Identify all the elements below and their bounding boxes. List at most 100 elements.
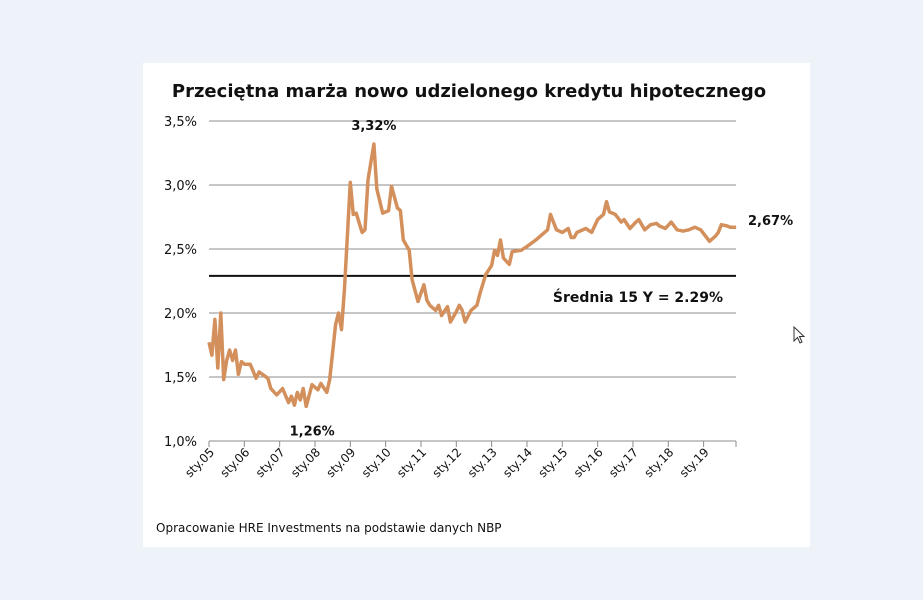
data-point bbox=[220, 312, 222, 314]
data-point bbox=[338, 312, 340, 314]
data-point bbox=[229, 349, 231, 351]
annotation-min: 1,26% bbox=[290, 425, 335, 440]
data-point bbox=[461, 309, 463, 311]
data-point bbox=[508, 263, 510, 265]
data-point bbox=[638, 219, 640, 221]
data-point bbox=[270, 388, 272, 390]
data-point bbox=[335, 324, 337, 326]
data-point bbox=[700, 229, 702, 231]
data-point bbox=[476, 304, 478, 306]
annotation-max: 3,32% bbox=[351, 119, 396, 134]
data-point bbox=[293, 404, 295, 406]
x-tick-label: sty.10 bbox=[359, 445, 394, 480]
data-point bbox=[573, 236, 575, 238]
data-point bbox=[650, 224, 652, 226]
data-point bbox=[658, 225, 660, 227]
data-point bbox=[656, 222, 658, 224]
data-point bbox=[541, 234, 543, 236]
data-point bbox=[352, 213, 354, 215]
y-tick-label: 1,0% bbox=[164, 435, 197, 450]
data-point bbox=[349, 181, 351, 183]
data-point bbox=[597, 219, 599, 221]
x-tick-label: sty.12 bbox=[429, 445, 464, 480]
data-point bbox=[391, 185, 393, 187]
data-point bbox=[694, 226, 696, 228]
data-point bbox=[449, 321, 451, 323]
data-point bbox=[267, 377, 269, 379]
data-point bbox=[499, 239, 501, 241]
data-point bbox=[470, 309, 472, 311]
data-point bbox=[494, 249, 496, 251]
data-point bbox=[497, 254, 499, 256]
data-point bbox=[258, 371, 260, 373]
data-point bbox=[373, 143, 375, 145]
data-point bbox=[320, 382, 322, 384]
data-point bbox=[479, 293, 481, 295]
data-point bbox=[547, 229, 549, 231]
data-point bbox=[417, 300, 419, 302]
data-point bbox=[714, 235, 716, 237]
data-point bbox=[217, 367, 219, 369]
data-point bbox=[485, 274, 487, 276]
average-label: Średnia 15 Y = 2.29% bbox=[553, 288, 723, 306]
data-point bbox=[585, 228, 587, 230]
data-point bbox=[287, 402, 289, 404]
data-point bbox=[411, 279, 413, 281]
data-point bbox=[629, 228, 631, 230]
x-tick-label: sty.19 bbox=[677, 445, 712, 480]
x-tick-label: sty.07 bbox=[253, 445, 288, 480]
source-note: Opracowanie HRE Investments na podstawie… bbox=[156, 521, 502, 535]
data-point bbox=[208, 341, 210, 343]
data-point bbox=[388, 210, 390, 212]
data-point bbox=[435, 309, 437, 311]
data-point bbox=[620, 221, 622, 223]
x-tick-label: sty.14 bbox=[500, 445, 535, 480]
data-point bbox=[361, 231, 363, 233]
data-point bbox=[717, 231, 719, 233]
data-point bbox=[676, 229, 678, 231]
data-point bbox=[276, 394, 278, 396]
data-point bbox=[317, 389, 319, 391]
data-point bbox=[635, 221, 637, 223]
x-tick-label: sty.11 bbox=[394, 445, 429, 480]
data-point bbox=[329, 379, 331, 381]
data-point bbox=[382, 212, 384, 214]
data-point bbox=[396, 207, 398, 209]
data-point bbox=[605, 201, 607, 203]
data-point bbox=[441, 315, 443, 317]
data-point bbox=[367, 179, 369, 181]
data-point bbox=[408, 249, 410, 251]
line-chart: Przeciętna marża nowo udzielonego kredyt… bbox=[156, 81, 793, 535]
data-point bbox=[355, 212, 357, 214]
y-tick-label: 1,5% bbox=[164, 371, 197, 386]
data-point bbox=[726, 225, 728, 227]
x-tick-label: sty.08 bbox=[288, 445, 323, 480]
data-point bbox=[550, 213, 552, 215]
x-tick-label: sty.13 bbox=[465, 445, 500, 480]
data-point bbox=[402, 239, 404, 241]
data-point bbox=[240, 361, 242, 363]
data-point bbox=[429, 304, 431, 306]
data-point bbox=[576, 231, 578, 233]
data-point bbox=[458, 304, 460, 306]
data-point bbox=[340, 329, 342, 331]
y-tick-label: 3,5% bbox=[164, 115, 197, 130]
data-point bbox=[282, 388, 284, 390]
data-point bbox=[491, 265, 493, 267]
data-point bbox=[305, 405, 307, 407]
data-point bbox=[326, 391, 328, 393]
data-point bbox=[438, 304, 440, 306]
data-point bbox=[243, 363, 245, 365]
data-point bbox=[237, 373, 239, 375]
data-point bbox=[255, 377, 257, 379]
x-tick-label: sty.16 bbox=[571, 445, 606, 480]
data-point bbox=[709, 240, 711, 242]
data-point bbox=[290, 395, 292, 397]
y-tick-label: 3,0% bbox=[164, 179, 197, 194]
data-point bbox=[706, 236, 708, 238]
mouse-cursor-icon bbox=[793, 326, 806, 344]
data-point bbox=[614, 213, 616, 215]
y-tick-label: 2,0% bbox=[164, 307, 197, 322]
data-point bbox=[232, 359, 234, 361]
data-point bbox=[249, 363, 251, 365]
